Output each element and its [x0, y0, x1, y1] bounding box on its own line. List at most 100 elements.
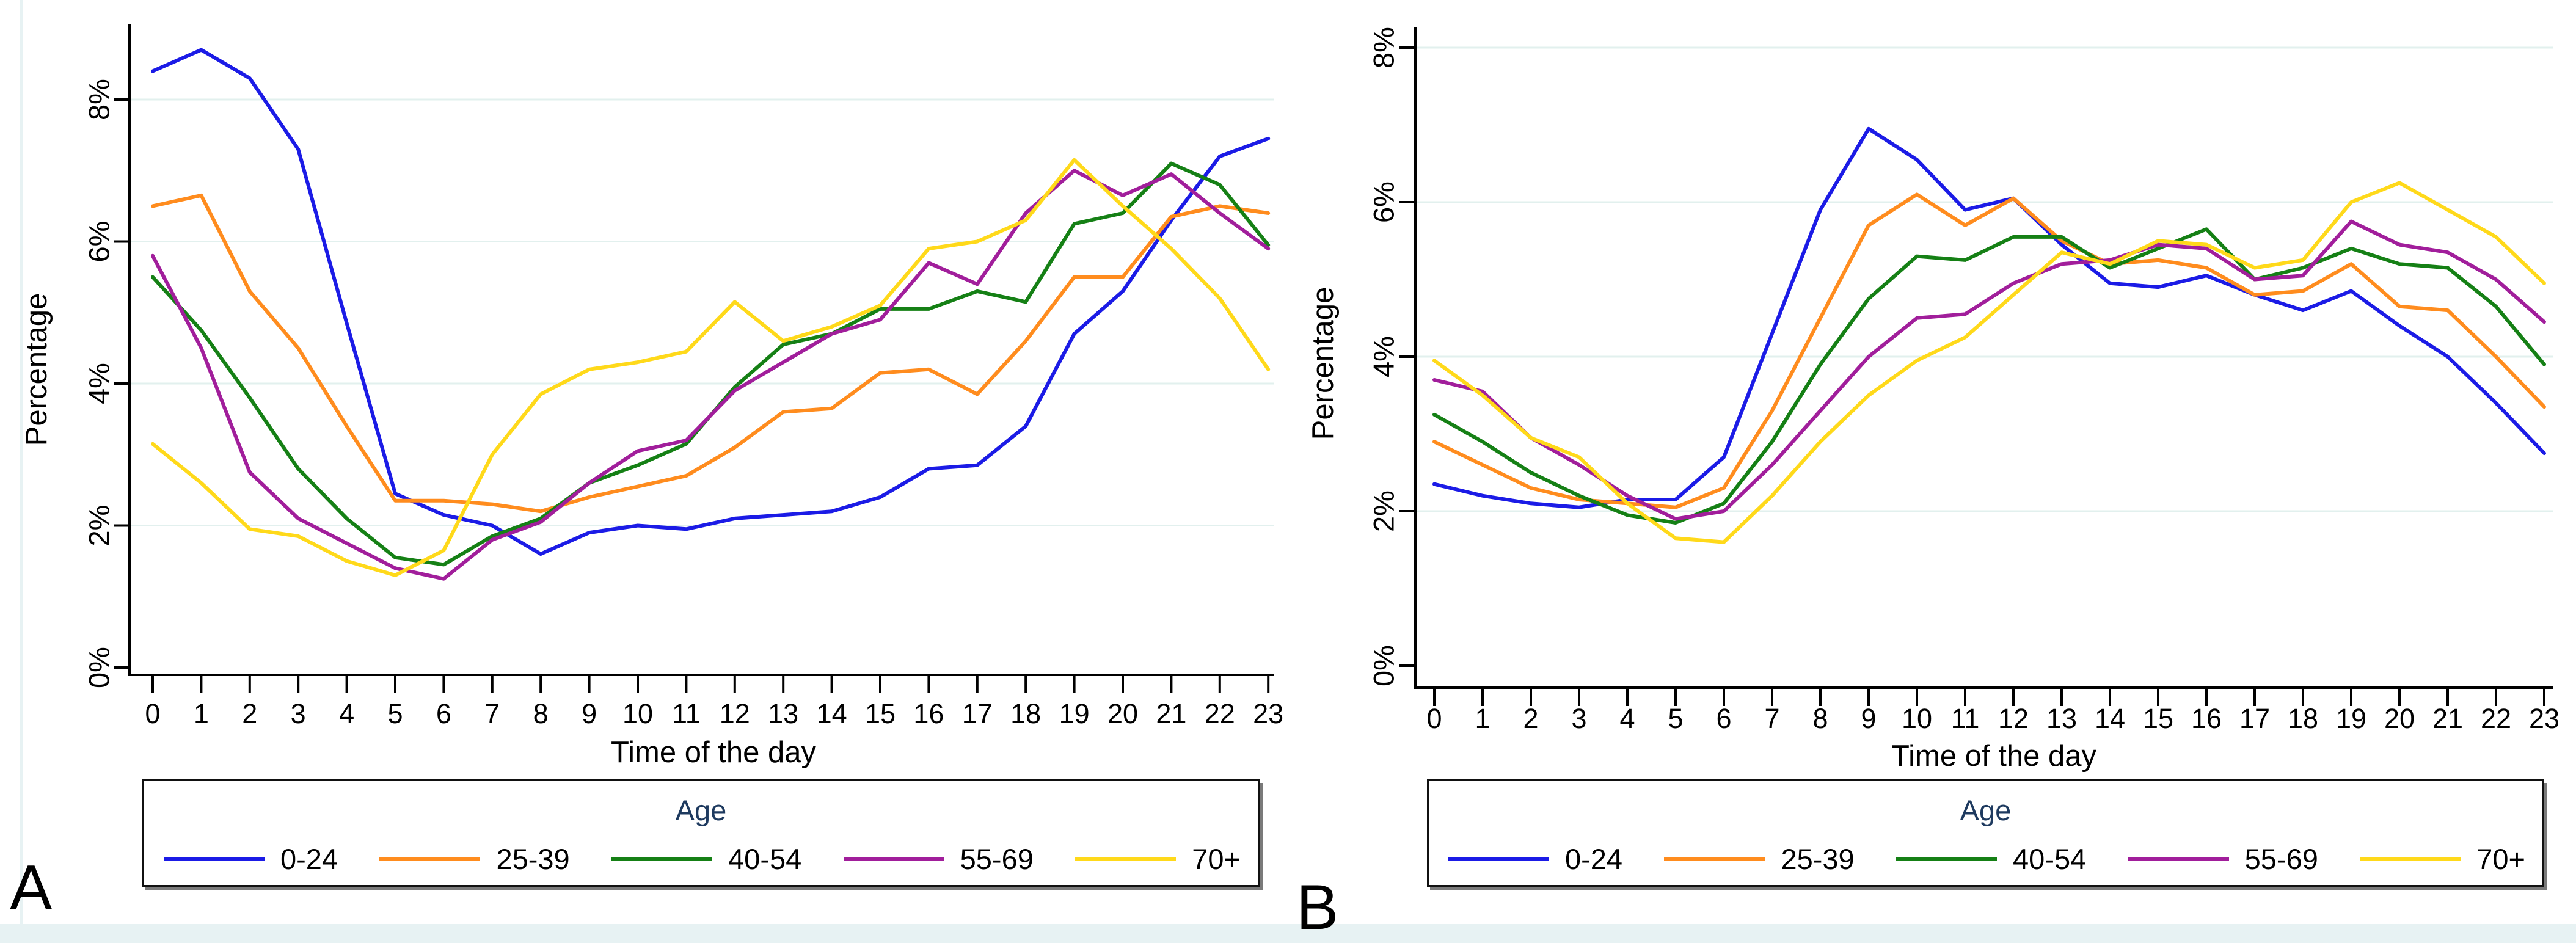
x-tick-label: 9	[582, 698, 597, 729]
legend-label: 25-39	[496, 842, 570, 875]
legend-swatch-40-54	[1896, 857, 1998, 861]
x-tick-label: 17	[962, 698, 993, 729]
legend-entry-0-24: 0-24	[1448, 845, 1622, 873]
x-tick-label: 22	[2481, 703, 2511, 734]
series-line-25-39	[1432, 192, 2546, 509]
y-tick-label: 4%	[1368, 336, 1400, 377]
x-tick-label: 20	[2384, 703, 2415, 734]
panel-label-a: A	[10, 853, 53, 923]
x-tick-label: 12	[720, 698, 750, 729]
x-tick-label: 4	[1619, 703, 1635, 734]
legend-entry-25-39: 25-39	[1664, 842, 1855, 875]
legend-entry-40-54: 40-54	[611, 845, 801, 873]
legend-swatch-25-39	[1664, 857, 1765, 861]
x-tick-label: 21	[1156, 698, 1186, 729]
legend-swatch-0-24	[1448, 857, 1549, 861]
y-axis-title: Percentage	[1307, 287, 1340, 440]
legend-label: 55-69	[960, 842, 1034, 875]
x-tick-label: 15	[865, 698, 896, 729]
x-tick-label: 12	[1998, 703, 2029, 734]
legend-label: 70+	[1192, 842, 1241, 875]
x-tick-label: 15	[2143, 703, 2173, 734]
legend-entry-55-69: 55-69	[2128, 845, 2318, 873]
x-tick-label: 4	[339, 698, 354, 729]
legend-entry-70+: 70+	[1075, 845, 1241, 873]
panel-label-b: B	[1296, 872, 1339, 943]
series-line-55-69	[151, 169, 1271, 581]
x-tick-label: 3	[291, 698, 306, 729]
x-axis-title: Time of the day	[1891, 740, 2096, 773]
x-tick-label: 1	[194, 698, 209, 729]
y-tick-label: 4%	[83, 363, 115, 404]
x-tick-label: 11	[672, 698, 701, 729]
x-axis-title: Time of the day	[611, 736, 816, 769]
legend-label: 40-54	[2013, 842, 2087, 875]
x-tick-label: 18	[2288, 703, 2318, 734]
legend-entry-55-69: 55-69	[843, 842, 1034, 875]
legend-label: 0-24	[280, 842, 338, 875]
panel-a-plot: 0%2%4%6%8%0 1 2 3 4 5 6 7 8 9 10 11 12 13 14 15 16 17 18 19…	[20, 24, 1283, 769]
legend-label: 55-69	[2244, 842, 2318, 875]
x-tick-label: 5	[387, 698, 403, 729]
y-tick-label: 2%	[83, 505, 115, 547]
legend-title-a: Age	[675, 794, 727, 826]
series-line-70+	[151, 158, 1271, 577]
legend-swatch-40-54	[611, 857, 713, 861]
x-tick-label: 23	[2529, 703, 2560, 734]
figure-edge-left	[20, 0, 23, 924]
x-tick-label: 6	[436, 698, 451, 729]
x-tick-label: 0	[145, 698, 160, 729]
x-tick-label: 20	[1107, 698, 1138, 729]
x-tick-label: 23	[1253, 698, 1283, 729]
series-line-70+	[1432, 181, 2546, 544]
series-line-0-24	[1432, 126, 2546, 509]
series-line-40-54	[1432, 227, 2546, 525]
y-tick-label: 8%	[1368, 27, 1400, 68]
legend-title-b: Age	[1960, 794, 2012, 826]
legend-label: 0-24	[1565, 842, 1623, 875]
x-tick-label: 17	[2239, 703, 2270, 734]
x-tick-label: 18	[1010, 698, 1041, 729]
y-tick-label: 6%	[1368, 181, 1400, 223]
x-tick-label: 7	[484, 698, 500, 729]
series-line-0-24	[151, 48, 1271, 556]
legend-label: 25-39	[1781, 842, 1855, 875]
x-tick-label: 8	[1812, 703, 1828, 734]
x-tick-label: 16	[913, 698, 944, 729]
x-tick-label: 10	[622, 698, 653, 729]
x-tick-label: 11	[1951, 703, 1980, 734]
legend-panel-a: Age 0-24 25-39 40-54 55-69 70+	[142, 779, 1260, 887]
x-tick-label: 3	[1571, 703, 1586, 734]
x-tick-label: 1	[1475, 703, 1490, 734]
legend-entry-40-54: 40-54	[1896, 845, 2086, 873]
x-tick-label: 5	[1668, 703, 1683, 734]
legend-entry-25-39: 25-39	[379, 842, 570, 875]
legend-label: 70+	[2476, 842, 2525, 875]
y-tick-label: 0%	[83, 647, 115, 688]
x-tick-label: 21	[2432, 703, 2463, 734]
legend-entry-0-24: 0-24	[164, 845, 338, 873]
x-tick-label: 22	[1205, 698, 1235, 729]
x-tick-label: 19	[2336, 703, 2366, 734]
x-tick-label: 19	[1059, 698, 1090, 729]
x-tick-label: 14	[817, 698, 847, 729]
legend-entries-b: 0-24 25-39 40-54 55-69 70+	[1429, 845, 2542, 873]
legend-label: 40-54	[728, 842, 802, 875]
legend-entries-a: 0-24 25-39 40-54 55-69 70+	[144, 845, 1258, 873]
legend-panel-b: Age 0-24 25-39 40-54 55-69 70+	[1427, 779, 2544, 887]
legend-swatch-25-39	[379, 857, 481, 861]
x-tick-label: 6	[1716, 703, 1731, 734]
y-tick-label: 6%	[83, 221, 115, 263]
x-tick-label: 0	[1426, 703, 1442, 734]
y-tick-label: 2%	[1368, 490, 1400, 532]
x-tick-label: 9	[1861, 703, 1876, 734]
series-line-25-39	[151, 193, 1271, 514]
legend-swatch-70+	[2360, 857, 2461, 861]
x-tick-label: 13	[2046, 703, 2077, 734]
y-tick-label: 8%	[83, 79, 115, 120]
panel-b-plot: 0%2%4%6%8%0 1 2 3 4 5 6 7 8 9 10 11 12 13 14 15 16 17 18 19…	[1307, 27, 2560, 773]
legend-swatch-0-24	[164, 857, 265, 861]
series-line-55-69	[1432, 219, 2546, 521]
